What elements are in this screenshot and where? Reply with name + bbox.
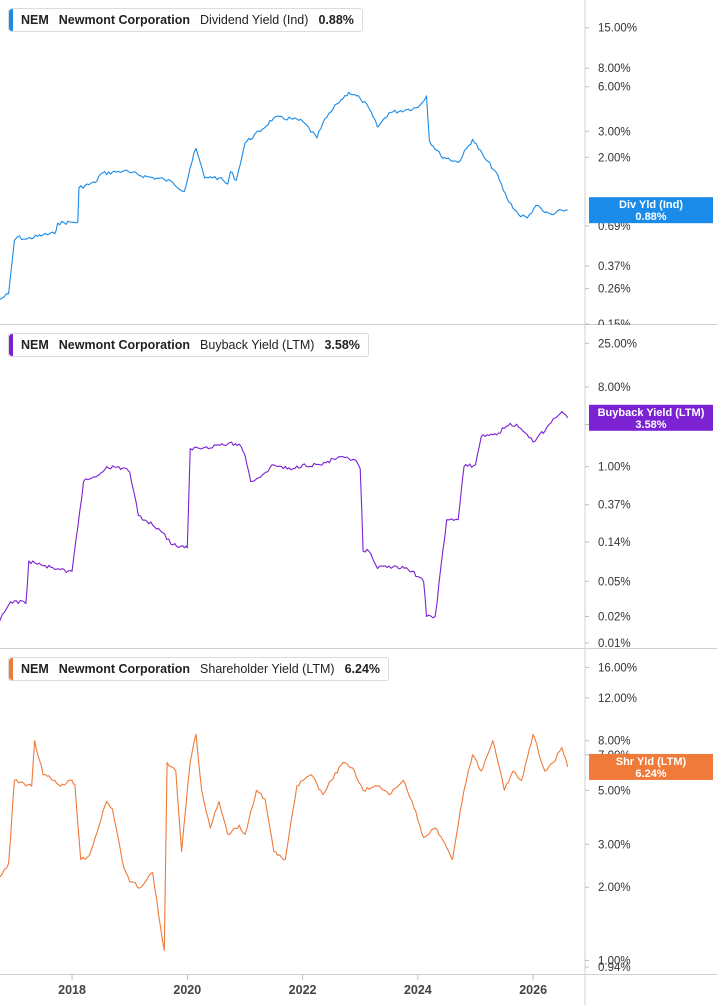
legend-value: 0.88% — [318, 13, 354, 27]
last-value-tag — [589, 753, 713, 780]
y-tick-label: 8.00% — [598, 382, 631, 394]
buyback-yield-legend[interactable]: NEM Newmont Corporation Buyback Yield (L… — [8, 333, 369, 357]
y-tick-label: 0.05% — [598, 576, 631, 588]
x-tick-label: 2018 — [58, 983, 86, 997]
dividend-yield-panel: NEM Newmont Corporation Dividend Yield (… — [0, 0, 717, 325]
x-axis: 2018 2020 2022 2024 2026 — [58, 975, 586, 1005]
y-tick-label: 1.00% — [598, 462, 631, 474]
dividend-yield-chart: 15.00% 8.00% 6.00% 3.00% 2.00% 0.69% 0.37% 0.26… — [0, 0, 717, 325]
y-tick-label: 0.01% — [598, 638, 631, 649]
last-value-tag-value: 6.24% — [635, 768, 666, 780]
y-tick-label: 25.00% — [598, 338, 637, 350]
legend-value: 3.58% — [324, 338, 360, 352]
legend-value: 6.24% — [344, 662, 381, 676]
y-tick-label: 6.00% — [598, 82, 631, 94]
y-tick-label: 5.00% — [598, 785, 631, 797]
series-color-swatch — [9, 334, 13, 356]
shareholder-yield-panel: NEM Newmont Corporation Shareholder Yiel… — [0, 649, 717, 975]
y-tick-label: 0.14% — [598, 537, 631, 549]
legend-company: Newmont Corporation — [58, 13, 191, 27]
x-tick-label: 2026 — [519, 983, 547, 997]
y-tick-label: 0.02% — [598, 611, 631, 623]
last-value-tag — [589, 404, 713, 431]
y-tick-label: 8.00% — [598, 736, 631, 748]
y-tick-label: 0.15% — [598, 319, 631, 325]
legend-metric: Dividend Yield (Ind) — [200, 13, 309, 27]
y-tick-label: 12.00% — [598, 693, 637, 705]
x-tick-label: 2022 — [289, 983, 317, 997]
series-line[interactable] — [0, 733, 569, 951]
y-tick-label: 2.00% — [598, 152, 631, 164]
y-tick-label: 3.00% — [598, 839, 631, 851]
y-tick-label: 16.00% — [598, 662, 637, 674]
legend-ticker: NEM — [21, 13, 49, 27]
legend-company: Newmont Corporation — [58, 338, 191, 352]
legend-company: Newmont Corporation — [58, 662, 191, 676]
series-line[interactable] — [0, 411, 569, 621]
buyback-yield-chart: 25.00%8.00%3.00%1.00%0.37%0.14%0.05%0.02… — [0, 325, 717, 649]
y-tick-label: 0.69% — [598, 221, 631, 233]
y-tick-label: 3.00% — [598, 126, 631, 138]
series-color-swatch — [9, 9, 13, 31]
y-tick-label: 0.26% — [598, 284, 631, 296]
dividend-yield-legend[interactable]: NEM Newmont Corporation Dividend Yield (… — [8, 8, 363, 32]
last-value-tag-label: Shr Yld (LTM) — [616, 756, 687, 768]
legend-ticker: NEM — [21, 662, 49, 676]
last-value-tag-value: 0.88% — [635, 211, 666, 223]
y-tick-label: 0.37% — [598, 261, 631, 273]
legend-metric: Buyback Yield (LTM) — [200, 338, 315, 352]
last-value-tag-value: 3.58% — [635, 419, 666, 431]
series-line[interactable] — [0, 91, 568, 300]
series-color-swatch — [9, 658, 13, 680]
y-tick-label: 15.00% — [598, 23, 637, 35]
last-value-tag-label: Buyback Yield (LTM) — [598, 407, 705, 419]
y-tick-label: 0.37% — [598, 500, 631, 512]
y-tick-label: 1.00% — [598, 955, 631, 967]
shareholder-yield-chart: 16.00%12.00%8.00%7.00%5.00%3.00%2.00%1.0… — [0, 649, 717, 975]
buyback-yield-panel: NEM Newmont Corporation Buyback Yield (L… — [0, 325, 717, 649]
legend-metric: Shareholder Yield (LTM) — [200, 662, 335, 676]
x-tick-label: 2024 — [404, 983, 432, 997]
legend-ticker: NEM — [21, 338, 49, 352]
last-value-tag — [589, 197, 713, 224]
y-tick-label: 8.00% — [598, 63, 631, 75]
last-value-tag-label: Div Yld (Ind) — [619, 199, 683, 211]
x-tick-label: 2020 — [173, 983, 201, 997]
y-tick-label: 2.00% — [598, 882, 631, 894]
y-tick-label: 0.94% — [598, 962, 631, 974]
shareholder-yield-legend[interactable]: NEM Newmont Corporation Shareholder Yiel… — [8, 657, 390, 681]
